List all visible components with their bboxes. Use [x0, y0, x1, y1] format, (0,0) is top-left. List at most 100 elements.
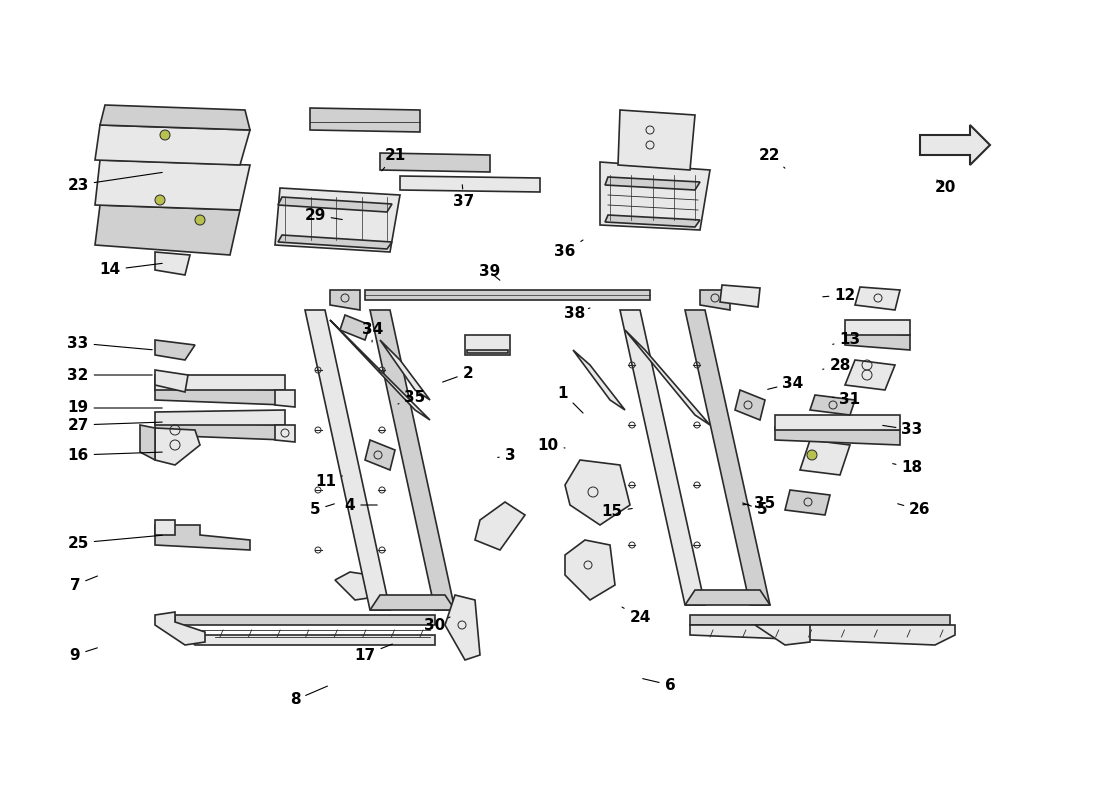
Polygon shape — [475, 502, 525, 550]
Polygon shape — [800, 440, 850, 475]
Polygon shape — [155, 520, 175, 535]
Text: 21: 21 — [382, 147, 406, 171]
Text: 12: 12 — [823, 287, 856, 302]
Polygon shape — [340, 315, 370, 340]
Polygon shape — [155, 387, 285, 405]
Text: 15: 15 — [602, 505, 632, 519]
Polygon shape — [605, 215, 700, 227]
Polygon shape — [275, 425, 295, 442]
Text: 35: 35 — [742, 495, 775, 510]
Text: 14: 14 — [99, 262, 162, 278]
Text: 1: 1 — [558, 386, 583, 413]
Text: 17: 17 — [354, 644, 393, 662]
Polygon shape — [755, 625, 810, 645]
Polygon shape — [155, 422, 285, 440]
Text: 36: 36 — [554, 240, 583, 259]
Polygon shape — [920, 125, 990, 165]
Polygon shape — [618, 110, 695, 170]
Polygon shape — [690, 615, 950, 625]
Polygon shape — [95, 125, 250, 165]
Polygon shape — [690, 625, 955, 645]
Polygon shape — [175, 615, 434, 625]
Polygon shape — [155, 410, 285, 425]
Text: 6: 6 — [642, 678, 675, 693]
Polygon shape — [600, 162, 710, 230]
Circle shape — [195, 215, 205, 225]
Circle shape — [807, 450, 817, 460]
Polygon shape — [365, 290, 650, 300]
Text: 29: 29 — [305, 207, 342, 222]
Polygon shape — [620, 310, 705, 605]
Circle shape — [155, 195, 165, 205]
Polygon shape — [278, 235, 392, 249]
Polygon shape — [776, 427, 900, 445]
Polygon shape — [700, 290, 730, 310]
Text: 7: 7 — [69, 576, 98, 593]
Polygon shape — [365, 440, 395, 470]
Text: 4: 4 — [344, 498, 377, 513]
Polygon shape — [155, 375, 285, 390]
Polygon shape — [810, 395, 855, 415]
Text: 23: 23 — [67, 173, 163, 193]
Polygon shape — [370, 595, 455, 610]
Polygon shape — [565, 460, 630, 525]
Polygon shape — [278, 197, 392, 212]
Polygon shape — [330, 320, 430, 420]
Text: 31: 31 — [833, 393, 860, 407]
Polygon shape — [400, 176, 540, 192]
Text: 5: 5 — [310, 502, 334, 518]
Polygon shape — [275, 390, 295, 407]
Text: 20: 20 — [934, 180, 956, 195]
Text: 10: 10 — [538, 438, 565, 453]
Text: 28: 28 — [823, 358, 850, 373]
Polygon shape — [175, 625, 434, 645]
Polygon shape — [685, 310, 770, 605]
Text: 3: 3 — [497, 447, 515, 462]
Polygon shape — [370, 310, 455, 610]
Text: 13: 13 — [833, 333, 860, 347]
Polygon shape — [155, 340, 195, 360]
Text: 34: 34 — [768, 375, 804, 390]
Polygon shape — [735, 390, 764, 420]
Polygon shape — [155, 612, 205, 645]
Polygon shape — [845, 332, 910, 350]
Polygon shape — [776, 415, 900, 430]
Polygon shape — [379, 340, 430, 400]
Text: 18: 18 — [893, 461, 923, 475]
Polygon shape — [468, 350, 508, 353]
Polygon shape — [336, 572, 375, 600]
Text: 38: 38 — [564, 306, 590, 321]
Polygon shape — [625, 330, 710, 425]
Polygon shape — [140, 425, 155, 460]
Text: 11: 11 — [316, 474, 342, 490]
Polygon shape — [305, 310, 390, 610]
Text: 30: 30 — [425, 617, 450, 633]
Text: 27: 27 — [67, 418, 162, 433]
Polygon shape — [785, 490, 830, 515]
Text: 34: 34 — [362, 322, 384, 342]
Polygon shape — [720, 285, 760, 307]
Polygon shape — [855, 287, 900, 310]
Polygon shape — [155, 525, 250, 550]
Circle shape — [160, 130, 170, 140]
Polygon shape — [685, 590, 770, 605]
Polygon shape — [379, 153, 490, 172]
Polygon shape — [95, 160, 250, 210]
Polygon shape — [155, 370, 188, 392]
Text: 26: 26 — [898, 502, 931, 518]
Text: 24: 24 — [621, 607, 651, 626]
Polygon shape — [155, 252, 190, 275]
Polygon shape — [573, 350, 625, 410]
Text: 8: 8 — [289, 686, 328, 707]
Text: 16: 16 — [67, 447, 162, 462]
Text: 39: 39 — [480, 265, 501, 280]
Text: 33: 33 — [67, 335, 152, 350]
Polygon shape — [95, 205, 240, 255]
Polygon shape — [845, 360, 895, 390]
Text: 19: 19 — [67, 401, 162, 415]
Polygon shape — [845, 320, 910, 335]
Polygon shape — [330, 290, 360, 310]
Polygon shape — [565, 540, 615, 600]
Polygon shape — [310, 108, 420, 132]
Text: 37: 37 — [453, 185, 474, 210]
